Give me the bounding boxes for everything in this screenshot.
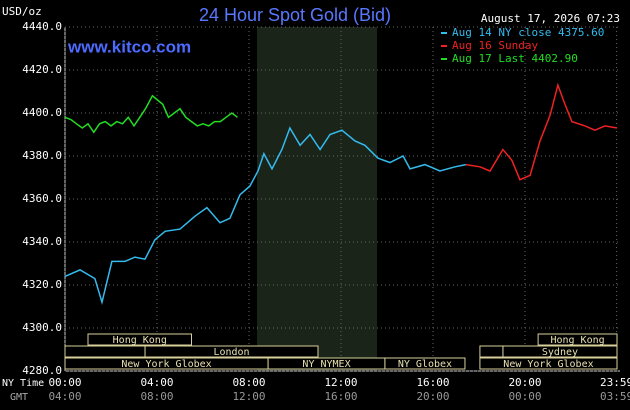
session-label: Hong Kong	[550, 335, 604, 346]
y-tick-label: 4400.0	[22, 106, 62, 119]
chart-title: 24 Hour Spot Gold (Bid)	[199, 5, 391, 25]
x2-tick-label: 20:00	[416, 390, 449, 403]
y-tick-label: 4420.0	[22, 63, 62, 76]
session-box	[537, 333, 618, 346]
series-line	[64, 94, 238, 134]
unit-label: USD/oz	[2, 5, 42, 18]
session-box	[64, 345, 146, 358]
timestamp: August 17, 2026 07:23	[481, 12, 620, 25]
x-tick-label: 04:00	[140, 376, 173, 389]
x-tick-label: 08:00	[232, 376, 265, 389]
session-label: New York Globex	[503, 359, 593, 370]
x-tick-label: 00:00	[48, 376, 81, 389]
x2-tick-label: 16:00	[324, 390, 357, 403]
session-box	[87, 333, 192, 346]
legend-label: Aug 17 Last 4402.90	[452, 52, 578, 65]
x2-tick-label: 00:00	[508, 390, 541, 403]
x2-tick-label: 08:00	[140, 390, 173, 403]
series-line	[64, 126, 467, 306]
y-tick-label: 4360.0	[22, 192, 62, 205]
series-line	[465, 82, 618, 181]
session-label: Sydney	[542, 347, 578, 358]
x-tick-label: 16:00	[416, 376, 449, 389]
session-box	[384, 357, 466, 370]
x2-tick-label: 03:59	[600, 390, 630, 403]
x2-tick-label: 04:00	[48, 390, 81, 403]
y-tick-label: 4320.0	[22, 278, 62, 291]
y-tick-label: 4300.0	[22, 321, 62, 334]
x2-tick-label: 12:00	[232, 390, 265, 403]
session-box	[479, 357, 618, 370]
source: www.kitco.com	[67, 37, 191, 56]
y-tick-label: 4440.0	[22, 20, 62, 33]
x-axis-label: NY Time	[2, 378, 44, 389]
legend-label: Aug 14 NY close 4375.60	[452, 26, 604, 39]
y-tick-label: 4340.0	[22, 235, 62, 248]
session-label: New York Globex	[121, 359, 211, 370]
session-label: London	[213, 347, 249, 358]
session-box	[144, 345, 319, 358]
legend-label: Aug 16 Sunday	[452, 39, 538, 52]
x-tick-label: 23:59	[600, 376, 630, 389]
x2-axis-label: GMT	[10, 392, 28, 403]
session-label: NY NYMEX	[302, 359, 350, 370]
session-label: Hong Kong	[113, 335, 167, 346]
session-box	[479, 345, 504, 358]
y-tick-label: 4280.0	[22, 364, 62, 377]
session-label: NY Globex	[398, 359, 452, 370]
y-tick-label: 4380.0	[22, 149, 62, 162]
x-tick-label: 20:00	[508, 376, 541, 389]
x-tick-label: 12:00	[324, 376, 357, 389]
